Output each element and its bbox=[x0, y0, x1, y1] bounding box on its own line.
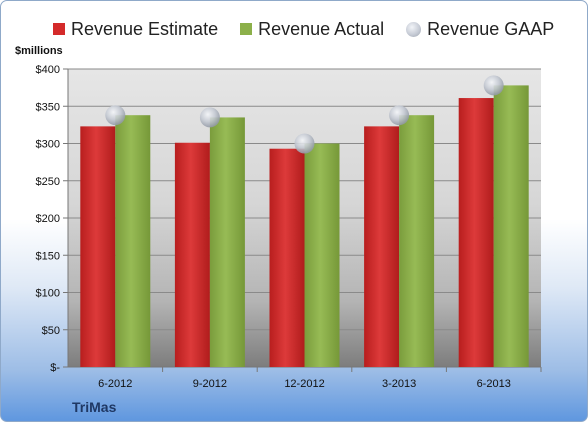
y-tick-label: $300 bbox=[36, 139, 60, 151]
y-tick-label: $100 bbox=[36, 288, 60, 300]
x-tick-label: 9-2012 bbox=[193, 378, 227, 390]
bars bbox=[80, 85, 529, 368]
marker-revenue-gaap bbox=[294, 133, 315, 154]
company-name: TriMas bbox=[72, 399, 117, 415]
y-tick-label: $50 bbox=[42, 325, 60, 337]
legend-marker-gaap bbox=[406, 21, 422, 37]
y-tick-label: $200 bbox=[36, 213, 60, 225]
legend-label-estimate: Revenue Estimate bbox=[71, 18, 219, 39]
bar-revenue-estimate bbox=[80, 126, 116, 368]
bar-revenue-actual bbox=[399, 115, 435, 367]
bar-revenue-estimate bbox=[458, 98, 494, 368]
marker-revenue-gaap bbox=[105, 105, 126, 126]
legend-swatch-estimate bbox=[53, 23, 65, 35]
y-tick-label: $250 bbox=[36, 176, 60, 188]
legend-item-estimate: Revenue Estimate bbox=[53, 19, 218, 40]
bar-revenue-actual bbox=[209, 117, 245, 367]
x-tick-label: 3-2013 bbox=[382, 378, 416, 390]
legend-label-gaap: Revenue GAAP bbox=[427, 18, 555, 39]
marker-revenue-gaap bbox=[199, 107, 220, 128]
marker-revenue-gaap bbox=[389, 105, 410, 126]
legend-item-actual: Revenue Actual bbox=[240, 19, 384, 40]
bar-revenue-actual bbox=[493, 85, 529, 367]
bar-revenue-estimate bbox=[364, 126, 400, 368]
y-tick-label: $- bbox=[50, 362, 60, 374]
x-tick-label: 12-2012 bbox=[284, 378, 324, 390]
gaap-markers bbox=[105, 75, 504, 154]
y-tick-label: $400 bbox=[36, 64, 60, 76]
legend-swatch-actual bbox=[240, 23, 253, 35]
chart-legend: Revenue Estimate Revenue Actual Revenue … bbox=[53, 18, 554, 40]
y-tick-label: $150 bbox=[36, 250, 60, 262]
bar-revenue-estimate bbox=[269, 148, 305, 367]
y-tick-label: $350 bbox=[36, 101, 60, 113]
bar-revenue-actual bbox=[304, 143, 340, 367]
y-axis-unit-label: $millions bbox=[15, 45, 63, 57]
legend-label-actual: Revenue Actual bbox=[258, 18, 385, 39]
bar-revenue-estimate bbox=[174, 142, 210, 367]
x-tick-label: 6-2012 bbox=[98, 378, 132, 390]
bar-revenue-actual bbox=[115, 115, 151, 367]
x-tick-label: 6-2013 bbox=[477, 378, 511, 390]
marker-revenue-gaap bbox=[483, 75, 504, 96]
legend-item-gaap: Revenue GAAP bbox=[406, 19, 554, 40]
